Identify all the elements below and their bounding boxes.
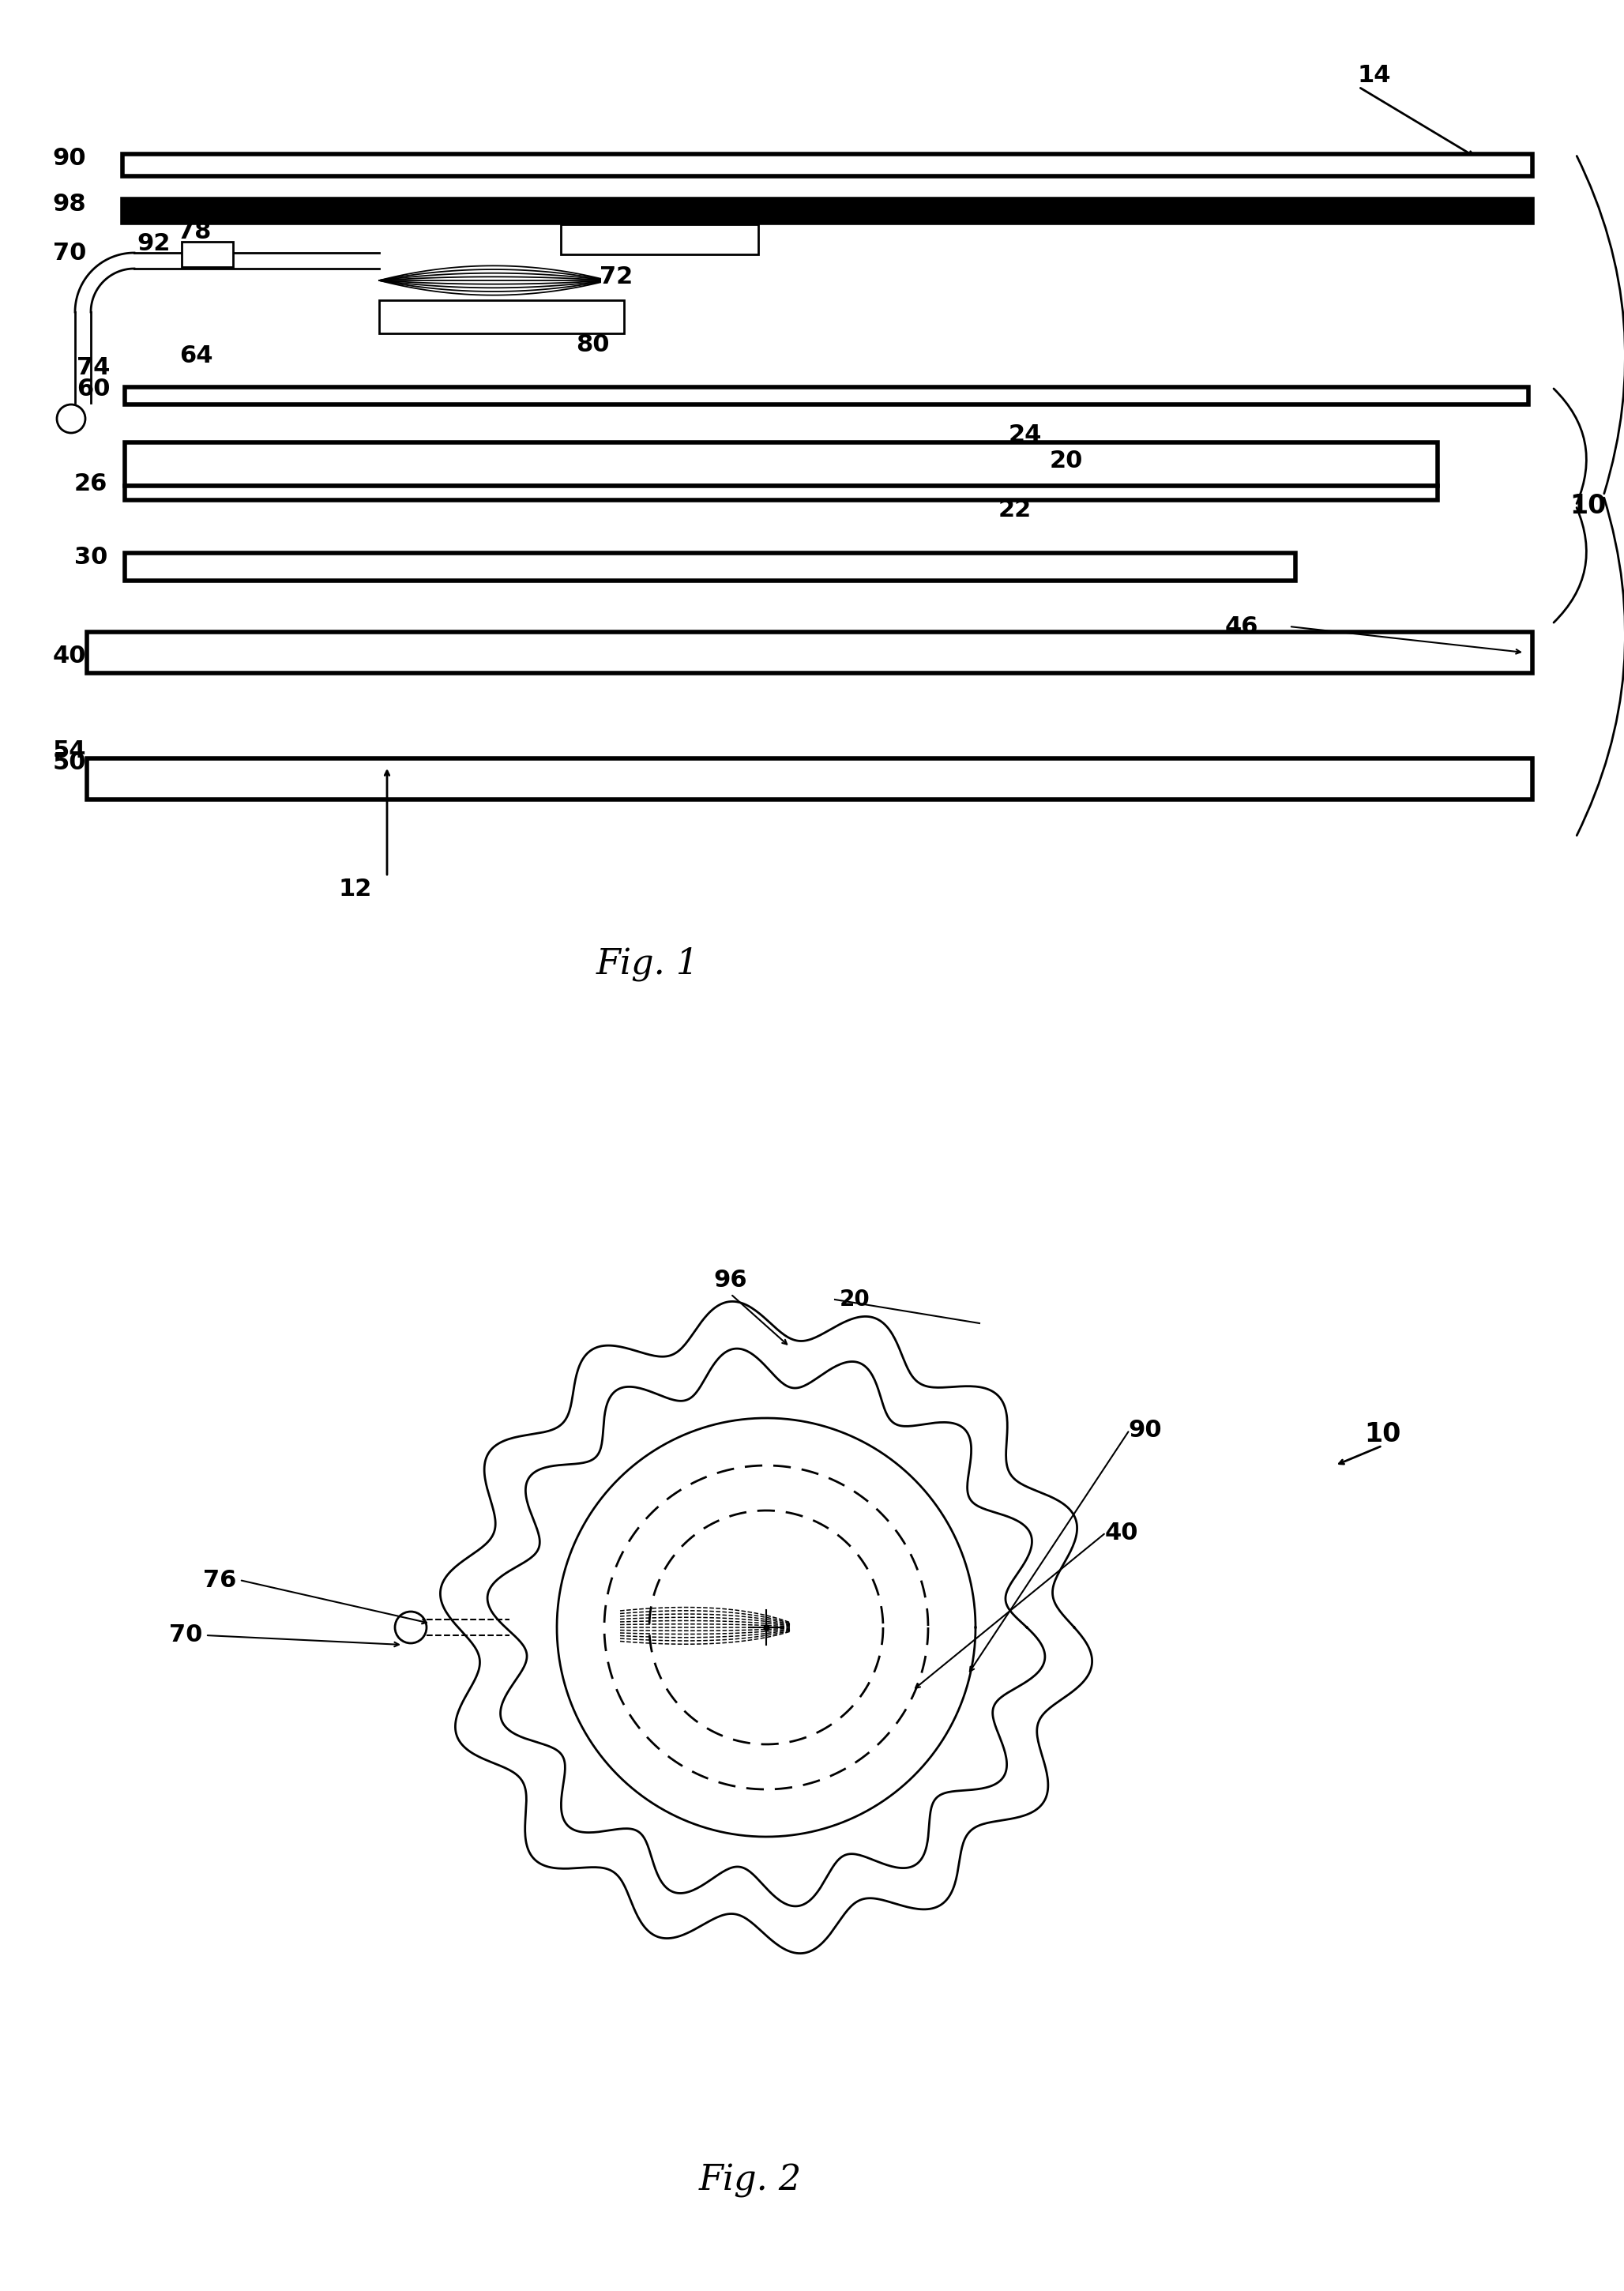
- Bar: [125, 552, 1296, 580]
- Text: 96: 96: [715, 1269, 747, 1292]
- Bar: [125, 442, 1437, 486]
- Bar: [378, 300, 624, 334]
- Bar: [182, 243, 232, 268]
- Text: 60: 60: [76, 378, 110, 401]
- Text: 70: 70: [169, 1624, 203, 1647]
- Text: 85: 85: [693, 208, 728, 231]
- Text: 40: 40: [1104, 1521, 1138, 1544]
- Text: 92: 92: [138, 231, 171, 254]
- Text: 10: 10: [1364, 1420, 1400, 1448]
- Bar: [560, 225, 758, 254]
- Text: 78: 78: [177, 220, 211, 243]
- Text: 14: 14: [1358, 64, 1392, 87]
- Bar: [125, 387, 1528, 406]
- Text: 20: 20: [1049, 449, 1083, 472]
- Text: 74: 74: [76, 355, 110, 378]
- Text: 46: 46: [1224, 614, 1259, 637]
- Bar: [125, 486, 1437, 499]
- Text: 26: 26: [75, 472, 107, 495]
- Text: 90: 90: [1129, 1418, 1163, 1441]
- Text: 70: 70: [52, 241, 86, 263]
- Bar: [88, 758, 1533, 800]
- Text: 72: 72: [599, 266, 633, 289]
- Text: 10: 10: [1569, 493, 1606, 518]
- Text: 12: 12: [339, 877, 372, 900]
- Bar: [122, 153, 1533, 176]
- Text: 30: 30: [75, 545, 107, 568]
- Text: 76: 76: [203, 1569, 237, 1592]
- Text: 64: 64: [179, 344, 213, 367]
- Text: 24: 24: [1009, 424, 1043, 447]
- Text: 54: 54: [52, 740, 86, 763]
- Bar: [122, 199, 1533, 222]
- Bar: [88, 632, 1533, 674]
- Text: Fig. 1: Fig. 1: [596, 946, 700, 981]
- Text: 80: 80: [575, 332, 609, 355]
- Text: 22: 22: [999, 497, 1031, 520]
- Text: 90: 90: [52, 147, 86, 170]
- Text: 40: 40: [52, 644, 86, 667]
- Text: 50: 50: [52, 751, 86, 774]
- Text: Fig. 2: Fig. 2: [698, 2163, 802, 2197]
- Text: 20: 20: [840, 1288, 870, 1310]
- Text: 98: 98: [52, 192, 86, 215]
